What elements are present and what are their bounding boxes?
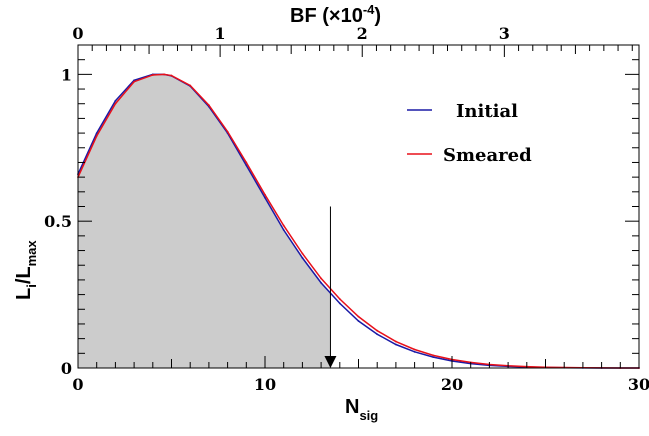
x-axis-title-main: N [345, 396, 359, 418]
x-axis-title: Nsig [345, 396, 378, 423]
series-point-smeared [163, 73, 165, 76]
series-point-smeared [282, 224, 285, 227]
series-point-smeared [395, 340, 397, 343]
shaded-area [78, 74, 331, 368]
y-tick-label: 1 [61, 65, 72, 84]
legend-label-smeared: Smeared [443, 145, 532, 166]
series-point-smeared [170, 74, 173, 77]
top-axis-title: BF (×10-4) [290, 2, 381, 27]
series-point-initial [395, 343, 397, 346]
series-point-smeared [320, 277, 322, 280]
top-tick-label: 0 [72, 24, 83, 43]
series-point-initial [432, 356, 435, 359]
y-tick-label: 0.5 [44, 212, 72, 231]
series-point-smeared [245, 161, 248, 164]
series-point-smeared [301, 252, 304, 255]
series-point-smeared [376, 329, 379, 332]
y-axis-title-sub-i: i [24, 284, 39, 288]
series-point-smeared [133, 80, 136, 83]
series-point-initial [133, 79, 136, 82]
series-line-smeared [77, 73, 640, 369]
x-tick-label: 20 [441, 375, 463, 394]
y-axis-title-slash: /L [13, 266, 35, 284]
series-layer [77, 73, 640, 369]
series-point-smeared [95, 135, 98, 137]
series-point-initial [114, 99, 117, 102]
y-axis-title: Li/Lmax [13, 240, 39, 300]
series-point-initial [357, 320, 360, 322]
y-axis-title-sub-max: max [24, 240, 39, 267]
x-tick-label: 30 [628, 375, 649, 394]
top-axis-title-close: ) [374, 5, 381, 27]
y-tick-label: 0 [61, 359, 72, 378]
series-point-initial [282, 229, 285, 231]
x-tick-label: 0 [72, 375, 83, 394]
series-point-initial [376, 333, 379, 336]
top-axis-title-exp: -4 [363, 2, 375, 17]
top-axis-title-times: ×10 [329, 5, 363, 27]
series-point-initial [320, 281, 322, 284]
series-point-smeared [357, 315, 360, 318]
series-point-initial [95, 132, 98, 134]
series-point-initial [338, 302, 341, 305]
top-tick-label: 3 [499, 24, 510, 43]
y-axis-title-main: L [13, 288, 35, 300]
series-point-smeared [226, 130, 229, 133]
legend-label-initial: Initial [456, 101, 518, 122]
x-tick-label: 10 [254, 375, 276, 394]
series-point-smeared [208, 104, 210, 107]
series-point-initial [245, 164, 248, 167]
series-point-smeared [413, 348, 416, 351]
top-axis-title-main: BF ( [290, 5, 329, 27]
shaded-area-layer [78, 74, 331, 368]
upper-limit-arrow-head [324, 356, 337, 368]
series-point-smeared [114, 102, 117, 105]
legend: Initial Smeared [407, 101, 532, 166]
series-point-initial [264, 196, 266, 199]
series-point-initial [413, 350, 416, 353]
series-point-smeared [264, 193, 266, 196]
top-tick-label: 2 [357, 24, 368, 43]
series-point-smeared [432, 354, 435, 357]
series-point-smeared [189, 84, 192, 87]
series-point-smeared [151, 74, 154, 76]
series-point-initial [301, 256, 304, 259]
top-tick-label: 1 [215, 24, 226, 43]
ticks-layer [77, 44, 640, 369]
series-point-smeared [338, 298, 341, 300]
upper-limit-arrow [324, 206, 337, 368]
x-axis-title-sub: sig [359, 408, 378, 423]
